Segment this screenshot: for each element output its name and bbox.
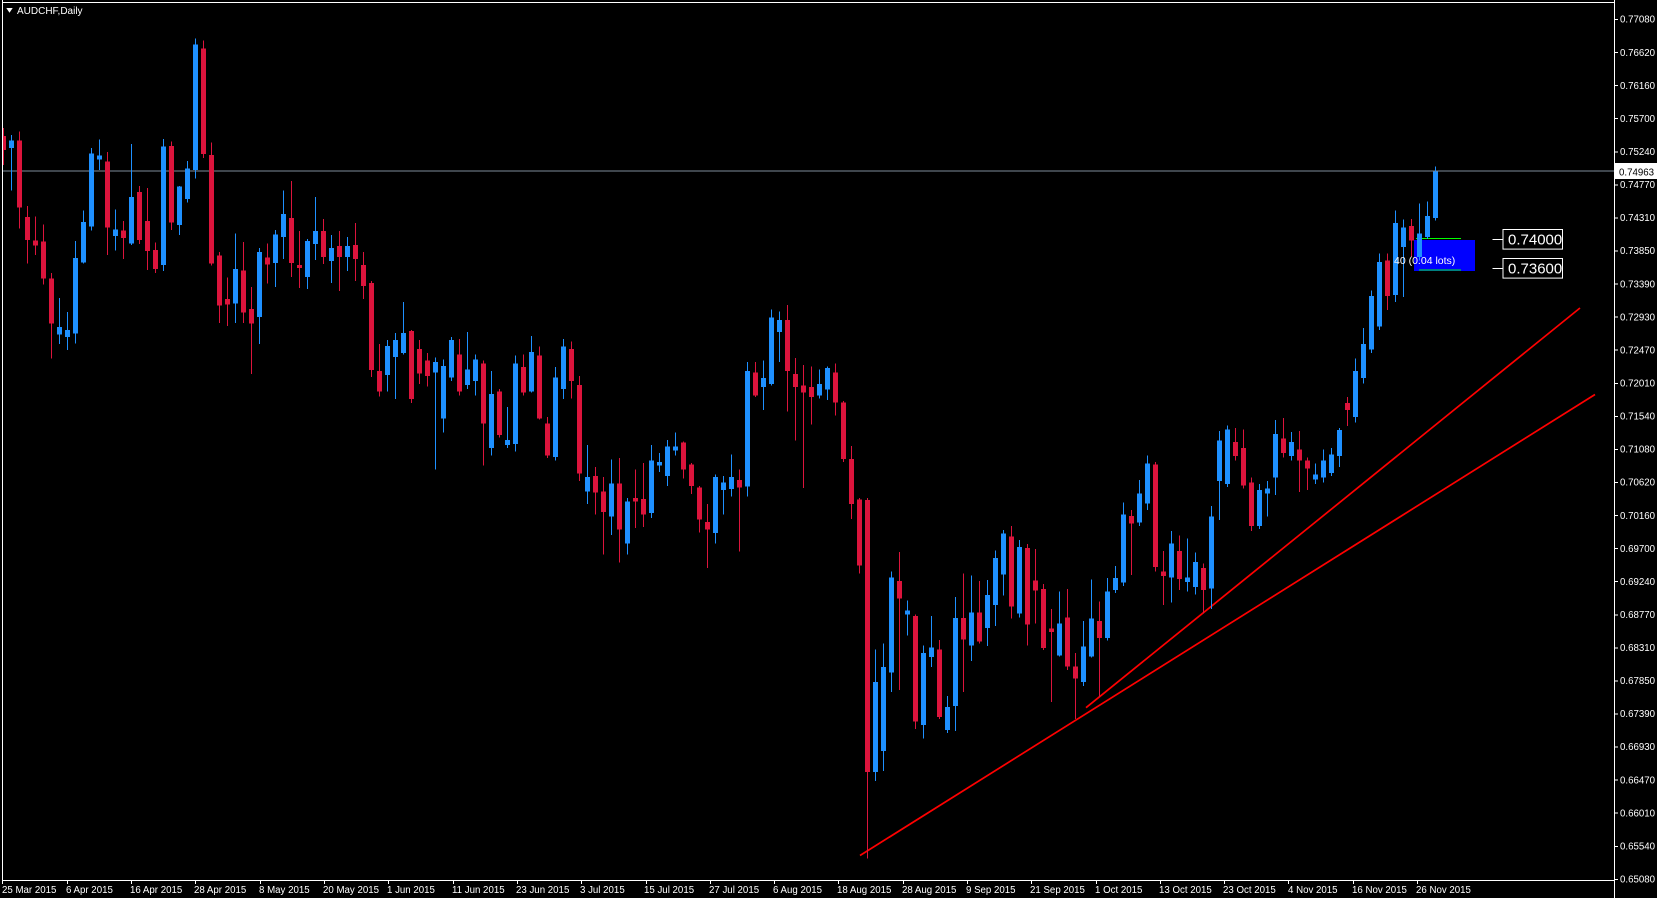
svg-text:0.74770: 0.74770 <box>1620 180 1656 191</box>
svg-text:13 Oct 2015: 13 Oct 2015 <box>1159 885 1212 896</box>
svg-text:0.75240: 0.75240 <box>1620 147 1656 158</box>
svg-text:6 Aug 2015: 6 Aug 2015 <box>773 885 822 896</box>
svg-text:0.67850: 0.67850 <box>1620 676 1656 687</box>
svg-text:0.66470: 0.66470 <box>1620 775 1656 786</box>
svg-text:0.76620: 0.76620 <box>1620 48 1656 59</box>
svg-text:0.74310: 0.74310 <box>1620 213 1656 224</box>
svg-text:9 Sep 2015: 9 Sep 2015 <box>966 885 1016 896</box>
svg-text:0.73850: 0.73850 <box>1620 246 1656 257</box>
svg-text:40 (0.04 lots): 40 (0.04 lots) <box>1394 255 1455 267</box>
svg-text:0.73390: 0.73390 <box>1620 279 1656 290</box>
svg-text:0.76160: 0.76160 <box>1620 81 1656 92</box>
svg-text:0.65080: 0.65080 <box>1620 875 1656 886</box>
svg-text:11 Jun 2015: 11 Jun 2015 <box>452 885 505 896</box>
svg-text:0.74963: 0.74963 <box>1619 168 1654 179</box>
svg-text:6 Apr 2015: 6 Apr 2015 <box>66 885 113 896</box>
svg-text:21 Sep 2015: 21 Sep 2015 <box>1030 885 1085 896</box>
svg-text:28 Apr 2015: 28 Apr 2015 <box>194 885 246 896</box>
svg-text:8 May 2015: 8 May 2015 <box>259 885 310 896</box>
svg-text:1 Oct 2015: 1 Oct 2015 <box>1095 885 1142 896</box>
svg-text:26 Nov 2015: 26 Nov 2015 <box>1416 885 1471 896</box>
svg-text:0.72010: 0.72010 <box>1620 379 1656 390</box>
svg-text:0.74000: 0.74000 <box>1508 232 1562 249</box>
svg-text:18 Aug 2015: 18 Aug 2015 <box>837 885 891 896</box>
svg-text:4 Nov 2015: 4 Nov 2015 <box>1288 885 1338 896</box>
svg-text:0.72930: 0.72930 <box>1620 312 1656 323</box>
svg-text:16 Apr 2015: 16 Apr 2015 <box>130 885 182 896</box>
svg-text:0.65540: 0.65540 <box>1620 842 1656 853</box>
svg-text:25 Mar 2015: 25 Mar 2015 <box>2 885 56 896</box>
svg-text:0.66930: 0.66930 <box>1620 742 1656 753</box>
svg-text:0.68310: 0.68310 <box>1620 643 1656 654</box>
svg-text:0.69240: 0.69240 <box>1620 577 1656 588</box>
svg-text:23 Jun 2015: 23 Jun 2015 <box>516 885 569 896</box>
svg-text:15 Jul 2015: 15 Jul 2015 <box>644 885 694 896</box>
svg-text:AUDCHF,Daily: AUDCHF,Daily <box>17 6 83 17</box>
svg-text:0.68770: 0.68770 <box>1620 610 1656 621</box>
svg-text:0.66010: 0.66010 <box>1620 808 1656 819</box>
svg-text:0.77080: 0.77080 <box>1620 15 1656 26</box>
svg-text:16 Nov 2015: 16 Nov 2015 <box>1352 885 1407 896</box>
svg-text:0.69700: 0.69700 <box>1620 544 1656 555</box>
svg-text:0.70160: 0.70160 <box>1620 511 1656 522</box>
svg-text:23 Oct 2015: 23 Oct 2015 <box>1223 885 1276 896</box>
svg-text:0.75700: 0.75700 <box>1620 114 1656 125</box>
svg-text:3 Jul 2015: 3 Jul 2015 <box>580 885 625 896</box>
svg-text:0.71540: 0.71540 <box>1620 412 1656 423</box>
svg-text:1 Jun 2015: 1 Jun 2015 <box>387 885 435 896</box>
svg-text:0.67390: 0.67390 <box>1620 709 1656 720</box>
svg-text:0.71080: 0.71080 <box>1620 445 1656 456</box>
svg-text:28 Aug 2015: 28 Aug 2015 <box>902 885 956 896</box>
svg-text:0.72470: 0.72470 <box>1620 345 1656 356</box>
svg-text:20 May 2015: 20 May 2015 <box>323 885 379 896</box>
svg-text:0.73600: 0.73600 <box>1508 261 1562 278</box>
svg-text:0.70620: 0.70620 <box>1620 478 1656 489</box>
svg-text:27 Jul 2015: 27 Jul 2015 <box>709 885 759 896</box>
